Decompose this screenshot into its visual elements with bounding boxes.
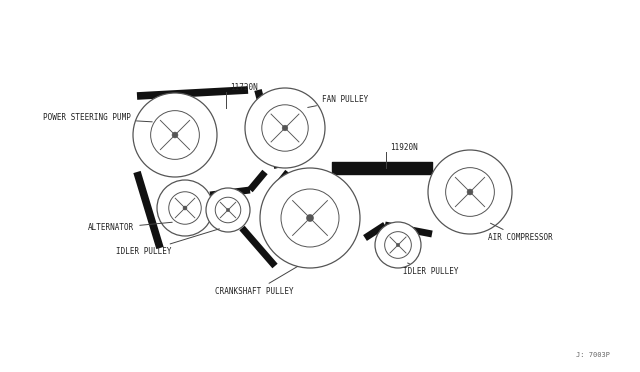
Text: IDLER PULLEY: IDLER PULLEY: [116, 229, 220, 257]
Circle shape: [307, 215, 314, 221]
Circle shape: [375, 222, 421, 268]
Circle shape: [428, 150, 512, 234]
Text: POWER STEERING PUMP: POWER STEERING PUMP: [43, 113, 152, 122]
Circle shape: [396, 243, 399, 247]
Text: ALTERNATOR: ALTERNATOR: [88, 222, 172, 232]
Text: 11920N: 11920N: [390, 144, 418, 153]
Circle shape: [172, 132, 178, 138]
Text: 11720N: 11720N: [230, 83, 258, 93]
Text: IDLER PULLEY: IDLER PULLEY: [403, 263, 458, 276]
Circle shape: [245, 88, 325, 168]
Circle shape: [206, 188, 250, 232]
Circle shape: [260, 168, 360, 268]
Circle shape: [467, 189, 473, 195]
Circle shape: [157, 180, 213, 236]
Text: FAN PULLEY: FAN PULLEY: [308, 96, 368, 108]
Circle shape: [227, 208, 230, 212]
Circle shape: [133, 93, 217, 177]
Circle shape: [282, 125, 288, 131]
Text: AIR COMPRESSOR: AIR COMPRESSOR: [488, 223, 553, 243]
Text: CRANKSHAFT PULLEY: CRANKSHAFT PULLEY: [215, 266, 298, 296]
Circle shape: [183, 206, 187, 210]
Text: J: 7003P: J: 7003P: [576, 352, 610, 358]
